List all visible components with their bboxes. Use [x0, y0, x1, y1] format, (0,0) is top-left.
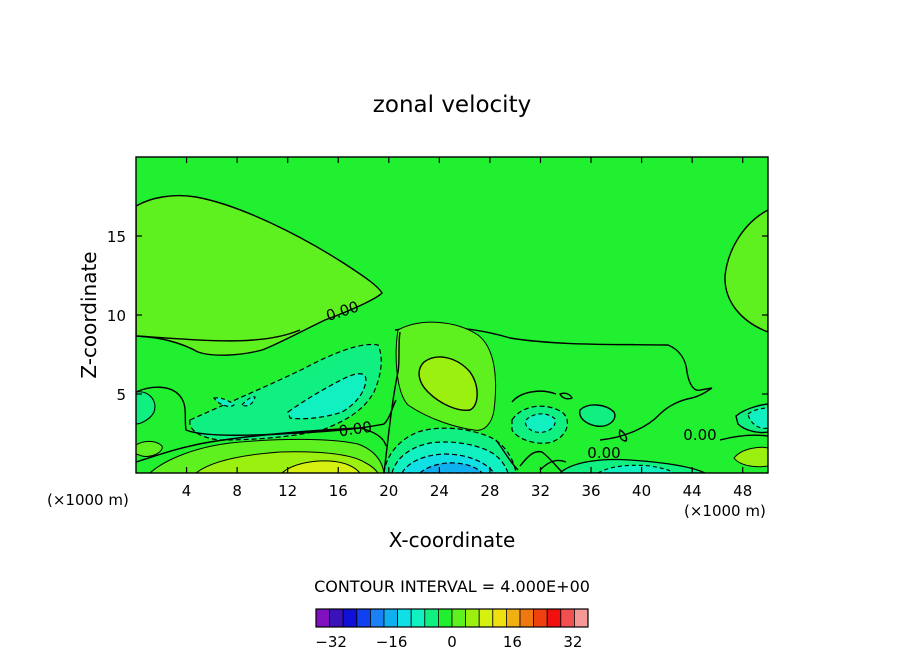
x-tick-label: 48 [733, 482, 752, 500]
contour-fill [579, 404, 616, 427]
colorbar-cell [369, 608, 385, 628]
contour-fill [419, 462, 483, 473]
colorbar-cell [465, 608, 480, 628]
x-axis-label: X-coordinate [389, 528, 516, 552]
contour-line [719, 434, 768, 441]
contour-line [383, 331, 401, 473]
x-axis: 4 8 12 16 20 24 28 32 36 40 44 48 [182, 157, 752, 500]
colorbar-cell [478, 608, 494, 628]
colorbar-tick-label: −16 [376, 633, 408, 651]
contour-label: 0.00 [338, 418, 374, 440]
x-tick-label: 12 [278, 482, 297, 500]
colorbar-tick-label: −32 [315, 633, 347, 651]
contour-fill [136, 440, 163, 457]
colorbar-cell [574, 608, 589, 628]
contour-fill [241, 396, 256, 407]
chart-title: zonal velocity [373, 92, 531, 118]
contour-line [136, 386, 397, 436]
colorbar-cell [424, 608, 439, 628]
colorbar-cell [410, 608, 426, 628]
contour-fill [287, 373, 367, 420]
contour-field [136, 157, 768, 473]
colorbar-cell [397, 608, 412, 628]
contour-fill [418, 356, 478, 411]
contour-fill [524, 413, 556, 433]
y-tick-label: 5 [116, 386, 126, 404]
contour-fill [136, 391, 156, 425]
contour-line [495, 439, 567, 473]
colorbar-cell [437, 608, 453, 628]
x-unit-left: (×1000 m) [47, 491, 129, 509]
contour-line [559, 392, 628, 442]
x-tick-label: 40 [632, 482, 651, 500]
colorbar-cell [492, 608, 507, 628]
colorbar-frame [315, 608, 589, 628]
colorbar-cell [505, 608, 521, 628]
colorbar-cell [383, 608, 399, 628]
contour-line [511, 387, 713, 441]
y-tick-label: 10 [107, 307, 126, 325]
x-tick-label: 20 [379, 482, 398, 500]
contour-line [136, 427, 387, 463]
colorbar-cell [546, 608, 562, 628]
colorbar-cell [315, 608, 331, 628]
y-tick-label: 15 [107, 228, 126, 246]
colorbar-cell [329, 608, 344, 628]
y-axis-label: Z-coordinate [77, 251, 101, 378]
colorbar-cell [533, 608, 548, 628]
colorbar-cell [560, 608, 575, 628]
colorbar-cell [356, 608, 371, 628]
contour-fill [747, 407, 768, 429]
x-tick-label: 44 [683, 482, 702, 500]
contour-labels: 0.00 0.00 0.00 0.00 [324, 298, 717, 462]
contour-fill [724, 209, 768, 333]
contour-fill [733, 446, 768, 468]
contour-fill [281, 460, 361, 473]
colorbar [315, 608, 589, 628]
colorbar-cell [342, 608, 358, 628]
x-tick-label: 24 [430, 482, 449, 500]
x-tick-label: 8 [232, 482, 242, 500]
contour-label: 0.00 [683, 426, 716, 444]
x-tick-label: 36 [581, 482, 600, 500]
contour-label: 0.00 [587, 444, 620, 462]
colorbar-cell [519, 608, 535, 628]
x-unit-right: (×1000 m) [684, 502, 766, 520]
x-tick-label: 4 [182, 482, 192, 500]
contour-fill [596, 464, 675, 473]
x-tick-label: 16 [329, 482, 348, 500]
x-tick-label: 32 [531, 482, 550, 500]
colorbar-labels: −32 −16 0 16 32 [315, 633, 582, 651]
colorbar-cell [451, 608, 467, 628]
colorbar-tick-label: 16 [503, 633, 522, 651]
contour-interval-text: CONTOUR INTERVAL = 4.000E+00 [314, 577, 590, 596]
colorbar-tick-label: 32 [563, 633, 582, 651]
y-axis: 5 10 15 [107, 228, 768, 404]
contour-fill [136, 194, 383, 356]
x-tick-label: 28 [480, 482, 499, 500]
colorbar-tick-label: 0 [447, 633, 457, 651]
contour-fill [212, 397, 235, 407]
